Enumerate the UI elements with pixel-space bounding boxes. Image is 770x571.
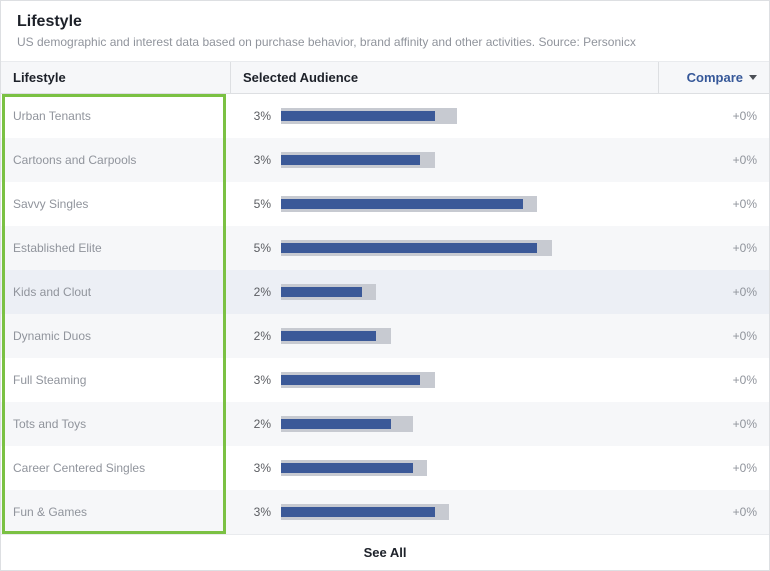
bar-inner [281,243,537,253]
table-row[interactable]: Cartoons and Carpools 3% +0% [1,138,769,182]
bar-track [281,284,647,300]
audience-cell: 2% [231,270,659,314]
bar-track [281,372,647,388]
col-header-audience[interactable]: Selected Audience [231,62,659,93]
compare-value: +0% [659,446,769,490]
audience-pct: 2% [243,329,271,343]
table-row[interactable]: Urban Tenants 3% +0% [1,94,769,138]
compare-value: +0% [659,314,769,358]
audience-cell: 3% [231,358,659,402]
compare-value: +0% [659,138,769,182]
audience-cell: 3% [231,490,659,534]
col-header-lifestyle[interactable]: Lifestyle [1,62,231,93]
compare-value: +0% [659,402,769,446]
table-body: Urban Tenants 3% +0% Cartoons and Carpools 3… [1,94,769,534]
audience-cell: 2% [231,402,659,446]
audience-cell: 5% [231,226,659,270]
audience-pct: 3% [243,461,271,475]
lifestyle-name: Established Elite [1,226,231,270]
audience-cell: 3% [231,446,659,490]
lifestyle-name: Tots and Toys [1,402,231,446]
table-row[interactable]: Kids and Clout 2% +0% [1,270,769,314]
compare-value: +0% [659,182,769,226]
audience-cell: 3% [231,138,659,182]
bar-inner [281,111,435,121]
table-row[interactable]: Savvy Singles 5% +0% [1,182,769,226]
compare-value: +0% [659,490,769,534]
audience-pct: 5% [243,241,271,255]
panel-title: Lifestyle [17,13,753,31]
table-row[interactable]: Career Centered Singles 3% +0% [1,446,769,490]
lifestyle-name: Cartoons and Carpools [1,138,231,182]
audience-pct: 3% [243,153,271,167]
audience-pct: 3% [243,373,271,387]
bar-track [281,152,647,168]
panel-header: Lifestyle US demographic and interest da… [1,1,769,62]
chevron-down-icon [749,75,757,80]
bar-track [281,416,647,432]
bar-inner [281,419,391,429]
table-row[interactable]: Fun & Games 3% +0% [1,490,769,534]
bar-track [281,460,647,476]
compare-value: +0% [659,226,769,270]
bar-inner [281,155,420,165]
table-row[interactable]: Tots and Toys 2% +0% [1,402,769,446]
table-row[interactable]: Established Elite 5% +0% [1,226,769,270]
audience-cell: 5% [231,182,659,226]
audience-pct: 3% [243,109,271,123]
lifestyle-name: Career Centered Singles [1,446,231,490]
see-all-button[interactable]: See All [1,534,769,570]
lifestyle-name: Urban Tenants [1,94,231,138]
compare-label: Compare [687,70,743,85]
panel-subtitle: US demographic and interest data based o… [17,35,753,49]
compare-value: +0% [659,270,769,314]
table-header: Lifestyle Selected Audience Compare [1,62,769,94]
audience-cell: 2% [231,314,659,358]
compare-value: +0% [659,358,769,402]
table-row[interactable]: Full Steaming 3% +0% [1,358,769,402]
audience-cell: 3% [231,94,659,138]
bar-inner [281,331,376,341]
bar-inner [281,507,435,517]
table-row[interactable]: Dynamic Duos 2% +0% [1,314,769,358]
compare-value: +0% [659,94,769,138]
compare-dropdown[interactable]: Compare [659,62,769,93]
bar-track [281,108,647,124]
bar-inner [281,375,420,385]
bar-track [281,196,647,212]
audience-pct: 2% [243,417,271,431]
lifestyle-name: Kids and Clout [1,270,231,314]
bar-inner [281,199,523,209]
bar-inner [281,287,362,297]
bar-track [281,240,647,256]
lifestyle-name: Savvy Singles [1,182,231,226]
lifestyle-name: Full Steaming [1,358,231,402]
bar-track [281,328,647,344]
audience-pct: 3% [243,505,271,519]
lifestyle-name: Dynamic Duos [1,314,231,358]
bar-track [281,504,647,520]
lifestyle-panel: Lifestyle US demographic and interest da… [0,0,770,571]
bar-inner [281,463,413,473]
audience-pct: 2% [243,285,271,299]
lifestyle-name: Fun & Games [1,490,231,534]
audience-pct: 5% [243,197,271,211]
